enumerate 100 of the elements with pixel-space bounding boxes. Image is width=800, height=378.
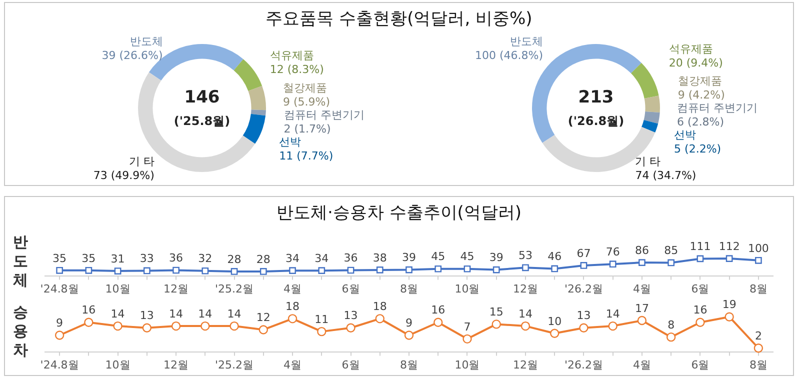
text: 146 bbox=[184, 87, 220, 108]
x-tick-label: '24.8월 bbox=[40, 358, 79, 372]
point bbox=[375, 314, 384, 324]
slice-label: 기 타 bbox=[128, 154, 154, 168]
point bbox=[492, 320, 501, 329]
data-label: 73 (49.9%) bbox=[93, 168, 154, 182]
x-tick-label: 10월 bbox=[105, 282, 130, 296]
point bbox=[317, 326, 326, 336]
data-label: 39 (26.6%) bbox=[102, 48, 163, 62]
x-tick-label: 12월 bbox=[164, 358, 189, 372]
slice-label: 철강제품 bbox=[678, 74, 722, 88]
data-label: 6 (2.8%) bbox=[677, 115, 724, 128]
point bbox=[289, 267, 296, 274]
data-label: 14 bbox=[518, 307, 532, 320]
x-tick-label: '25.2월 bbox=[215, 282, 254, 296]
data-label: 85 bbox=[664, 244, 678, 258]
point bbox=[113, 321, 122, 331]
x-tick-label: '25.2월 bbox=[215, 358, 254, 372]
point bbox=[56, 266, 63, 274]
point bbox=[520, 321, 530, 331]
x-tick-label: 4월 bbox=[284, 282, 302, 296]
data-label: 100 (46.8%) bbox=[475, 48, 544, 62]
slice-label: 컴퓨터 주변기기 bbox=[677, 101, 758, 114]
data-label: 19 bbox=[722, 298, 736, 312]
point bbox=[258, 325, 268, 334]
data-label: 5 (2.2%) bbox=[674, 142, 722, 156]
point bbox=[551, 265, 558, 272]
data-label: 34 bbox=[286, 252, 300, 265]
x-tick-label: 12월 bbox=[512, 358, 538, 372]
point bbox=[54, 330, 64, 340]
x-tick-label: 6월 bbox=[342, 282, 360, 296]
x-tick-label: 10월 bbox=[454, 358, 480, 372]
data-label: 111 bbox=[690, 240, 711, 254]
data-label: 14 bbox=[198, 307, 212, 320]
data-label: 18 bbox=[286, 300, 300, 314]
text: 주요품목 수출현황(억달러, 비중%) bbox=[264, 8, 534, 30]
data-label: 45 bbox=[460, 250, 474, 264]
data-label: 46 bbox=[548, 250, 562, 264]
point bbox=[696, 318, 705, 327]
point bbox=[230, 268, 238, 275]
data-label: 45 bbox=[431, 250, 446, 264]
slice-label: 선박 bbox=[279, 135, 302, 148]
y-axis-title: 반도체 bbox=[13, 233, 28, 290]
data-label: 36 bbox=[169, 252, 184, 265]
point bbox=[84, 318, 94, 327]
y-axis-title: 승용차 bbox=[13, 303, 28, 360]
point bbox=[754, 344, 764, 353]
text: ('25.8월) bbox=[174, 114, 230, 128]
data-label: 12 (8.3%) bbox=[270, 63, 324, 76]
point bbox=[85, 266, 92, 274]
data-label: 10 bbox=[548, 314, 562, 328]
data-label: 86 bbox=[634, 244, 649, 257]
data-label: 13 bbox=[344, 309, 358, 322]
point bbox=[318, 267, 326, 274]
point bbox=[346, 323, 356, 332]
slice-label: 반도체 bbox=[510, 34, 544, 48]
data-label: 14 bbox=[169, 307, 184, 320]
data-label: 67 bbox=[576, 246, 591, 260]
point bbox=[638, 259, 646, 266]
data-label: 14 bbox=[227, 307, 242, 320]
slice-label: 석유제품 bbox=[270, 49, 314, 62]
point bbox=[522, 264, 529, 272]
point bbox=[434, 265, 442, 272]
data-label: 39 bbox=[402, 251, 416, 264]
data-label: 9 bbox=[56, 316, 64, 330]
data-label: 32 bbox=[198, 252, 212, 266]
data-label: 17 bbox=[634, 302, 649, 315]
slice-label: 반도체 bbox=[130, 34, 163, 48]
x-tick-label: 10월 bbox=[105, 358, 130, 372]
point bbox=[142, 323, 152, 332]
point bbox=[230, 321, 239, 331]
point bbox=[724, 312, 734, 322]
data-label: 16 bbox=[693, 304, 708, 317]
text: ('26.8월) bbox=[568, 114, 624, 128]
point bbox=[668, 259, 675, 266]
point bbox=[726, 255, 733, 262]
data-label: 9 (4.2%) bbox=[678, 88, 725, 102]
data-label: 35 bbox=[82, 252, 96, 265]
point bbox=[755, 256, 762, 264]
slice-label: 철강제품 bbox=[283, 81, 328, 94]
slice-label: 석유제품 bbox=[668, 42, 713, 56]
data-label: 15 bbox=[489, 306, 504, 319]
point bbox=[171, 321, 181, 331]
point bbox=[462, 334, 472, 344]
point bbox=[579, 323, 588, 332]
data-label: 35 bbox=[52, 252, 67, 265]
data-label: 36 bbox=[344, 252, 358, 265]
data-label: 33 bbox=[140, 252, 154, 266]
x-tick-label: 4월 bbox=[632, 282, 651, 296]
data-label: 112 bbox=[718, 240, 740, 253]
point bbox=[464, 265, 471, 272]
data-label: 13 bbox=[576, 309, 591, 322]
data-label: 16 bbox=[82, 304, 96, 317]
data-label: 14 bbox=[606, 307, 620, 320]
data-label: 100 bbox=[748, 242, 769, 255]
data-label: 20 (9.4%) bbox=[668, 56, 723, 70]
x-tick-label: 6월 bbox=[342, 358, 360, 372]
data-label: 11 bbox=[314, 312, 329, 326]
data-label: 2 bbox=[754, 329, 762, 342]
x-tick-label: 4월 bbox=[632, 358, 651, 372]
